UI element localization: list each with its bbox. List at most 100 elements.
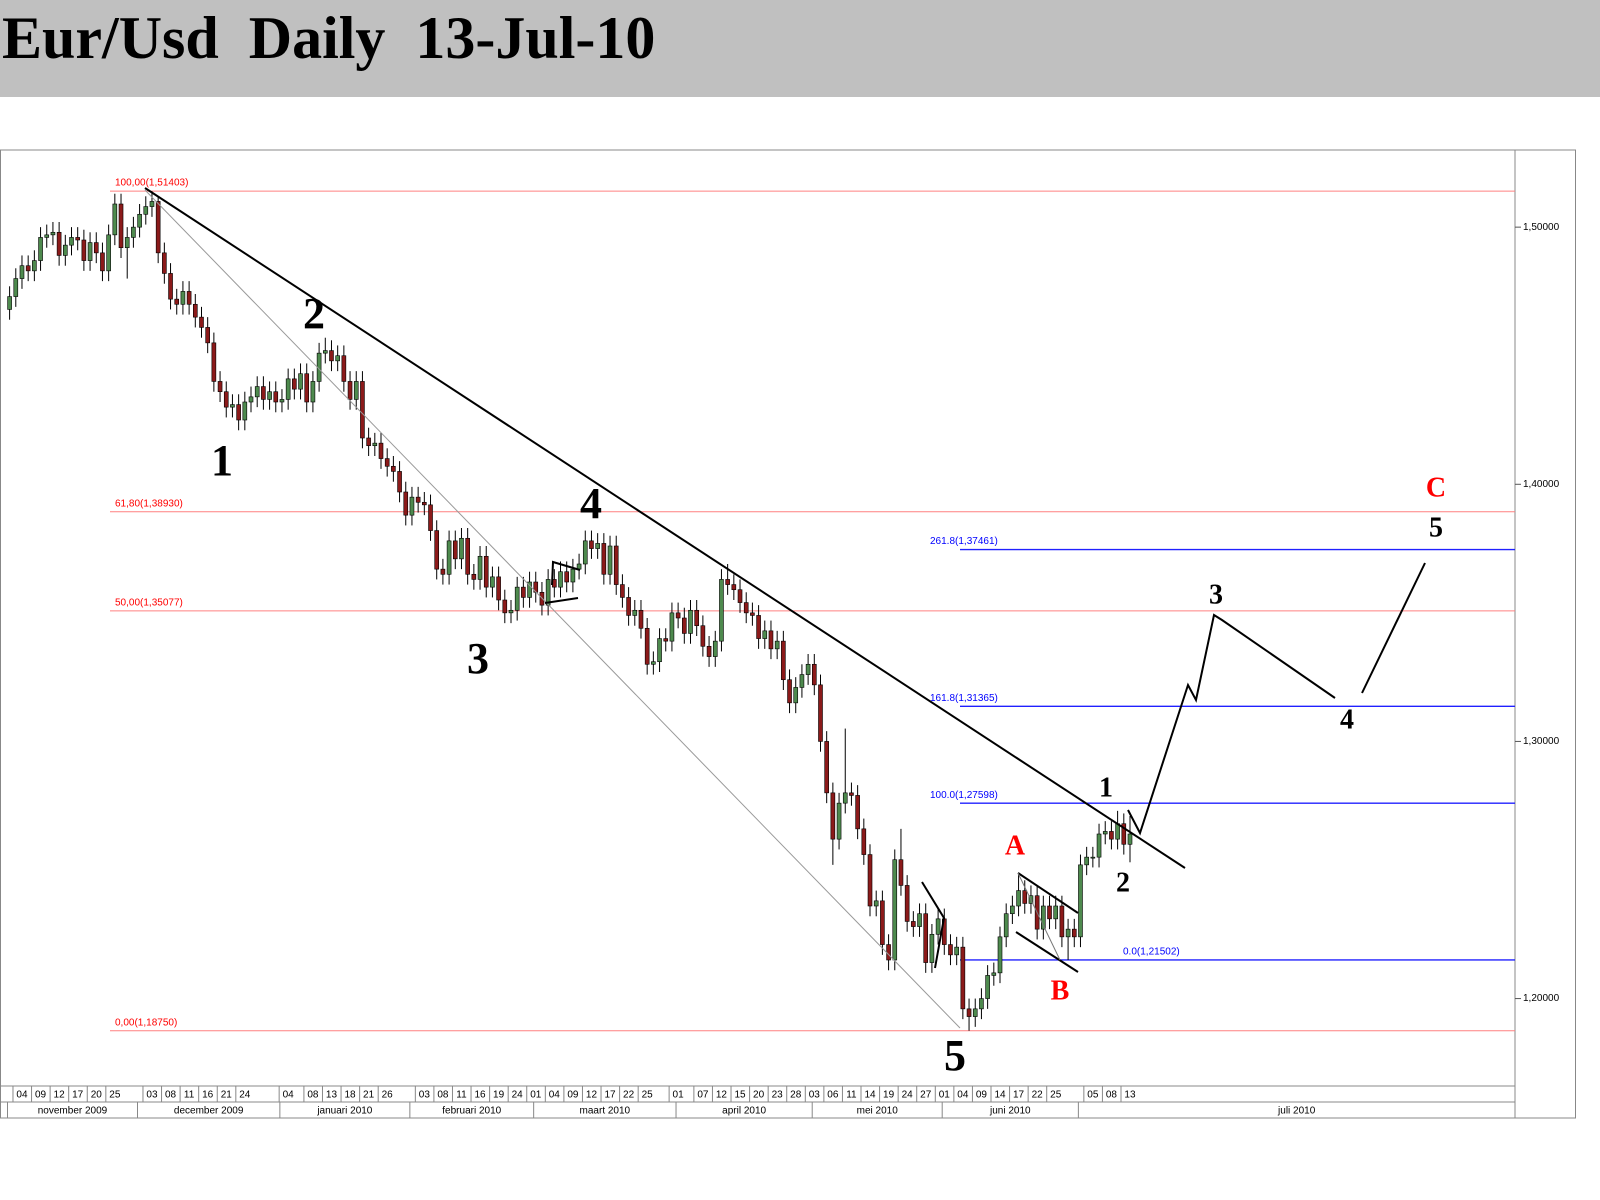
x-tick-label: 28 [790, 1090, 802, 1101]
wave-label: 2 [1116, 867, 1130, 898]
wave-label: 3 [1209, 579, 1223, 610]
candle-body [700, 625, 706, 647]
candle-body [1121, 823, 1127, 845]
candle-body [124, 237, 130, 249]
candle-body [261, 386, 266, 400]
x-tick-label: 08 [307, 1090, 319, 1101]
candle-body [508, 609, 514, 614]
candle-body [298, 373, 303, 390]
x-tick-label: 17 [72, 1090, 84, 1101]
candle-body [750, 612, 755, 616]
candle-body [997, 936, 1003, 974]
x-tick-label: 13 [1124, 1090, 1136, 1101]
candle-body [582, 540, 588, 565]
candle-body [329, 350, 334, 362]
candle-body [292, 378, 297, 390]
wave-label: 5 [944, 1031, 966, 1080]
month-label: april 2010 [722, 1106, 766, 1117]
pattern-line [1015, 931, 1079, 973]
x-tick-label: 08 [1106, 1090, 1118, 1101]
candle-body [886, 944, 891, 961]
candle-body [1078, 864, 1083, 938]
x-tick-label: 15 [734, 1090, 746, 1101]
x-tick-label: 25 [1050, 1090, 1062, 1101]
candle-body [991, 972, 997, 976]
candle-body [56, 231, 62, 256]
fib-label: 261.8(1,37461) [930, 536, 998, 547]
x-tick-label: 03 [809, 1090, 821, 1101]
candle-body [143, 206, 149, 215]
candle-body [106, 234, 111, 272]
x-tick-label: 11 [184, 1090, 195, 1101]
candle-body [682, 617, 687, 634]
candle-body [465, 537, 470, 575]
candle-body [694, 609, 699, 627]
candle-body [644, 627, 650, 665]
x-tick-label: 09 [976, 1090, 988, 1101]
wave-label: 4 [1340, 704, 1354, 735]
candle-body [731, 584, 737, 591]
fib-label: 100,00(1,51403) [115, 178, 188, 189]
candle-body [477, 555, 483, 580]
candle-body [205, 327, 210, 344]
candle-body [948, 944, 953, 956]
candle-body [452, 540, 458, 560]
month-label: februari 2010 [442, 1106, 501, 1117]
candle-body [211, 342, 217, 382]
candle-body [911, 921, 916, 927]
wave-label: 5 [1429, 512, 1443, 543]
candle-body [248, 396, 254, 403]
candle-body [861, 828, 867, 855]
x-tick-label: 19 [493, 1090, 505, 1101]
candle-body [44, 234, 50, 238]
x-tick-label: 13 [326, 1090, 338, 1101]
candle-body [310, 381, 316, 403]
wave-label: A [1005, 830, 1026, 861]
projection-line [1361, 562, 1426, 694]
candle-body [25, 265, 31, 272]
candle-body [1096, 833, 1102, 858]
candle-body [979, 998, 984, 1010]
x-tick-label: 20 [91, 1090, 103, 1101]
candle-body [799, 674, 805, 688]
candle-body [595, 543, 600, 549]
x-tick-label: 24 [512, 1090, 524, 1101]
wave-label: 2 [303, 289, 325, 338]
candle-body [155, 201, 161, 254]
candle-body [137, 213, 142, 228]
candle-body [217, 381, 223, 393]
wave-label: 4 [580, 479, 602, 528]
candle-body [428, 504, 433, 531]
candle-body [558, 571, 563, 588]
candle-body [496, 576, 501, 601]
title-bar: Eur/Usd Daily 13-Jul-10 [0, 0, 1600, 97]
candle-body [719, 579, 724, 642]
candle-body [725, 579, 730, 585]
x-tick-label: 17 [1013, 1090, 1025, 1101]
channel-line [144, 189, 961, 1029]
x-tick-label: 04 [283, 1090, 295, 1101]
month-label: mei 2010 [857, 1106, 899, 1117]
candle-body [112, 203, 118, 236]
x-tick-label: 17 [604, 1090, 616, 1101]
candle-body [1084, 856, 1089, 866]
x-tick-label: 16 [474, 1090, 486, 1101]
candle-body [663, 638, 669, 642]
candle-body [63, 244, 68, 256]
fib-label: 0.0(1,21502) [1123, 947, 1180, 958]
candle-body [384, 458, 390, 467]
candle-body [1041, 905, 1046, 930]
candle-body [688, 609, 693, 634]
candle-body [75, 237, 80, 241]
candle-body [811, 663, 817, 686]
y-tick-label: 1,50000 [1523, 222, 1560, 233]
candle-body [180, 291, 186, 305]
frame [0, 149, 1576, 1119]
candle-body [787, 679, 792, 704]
projection-line [1127, 613, 1336, 836]
x-tick-label: 06 [827, 1090, 839, 1101]
month-label: juli 2010 [1277, 1106, 1316, 1117]
candle-body [781, 640, 786, 681]
candle-body [236, 404, 241, 421]
